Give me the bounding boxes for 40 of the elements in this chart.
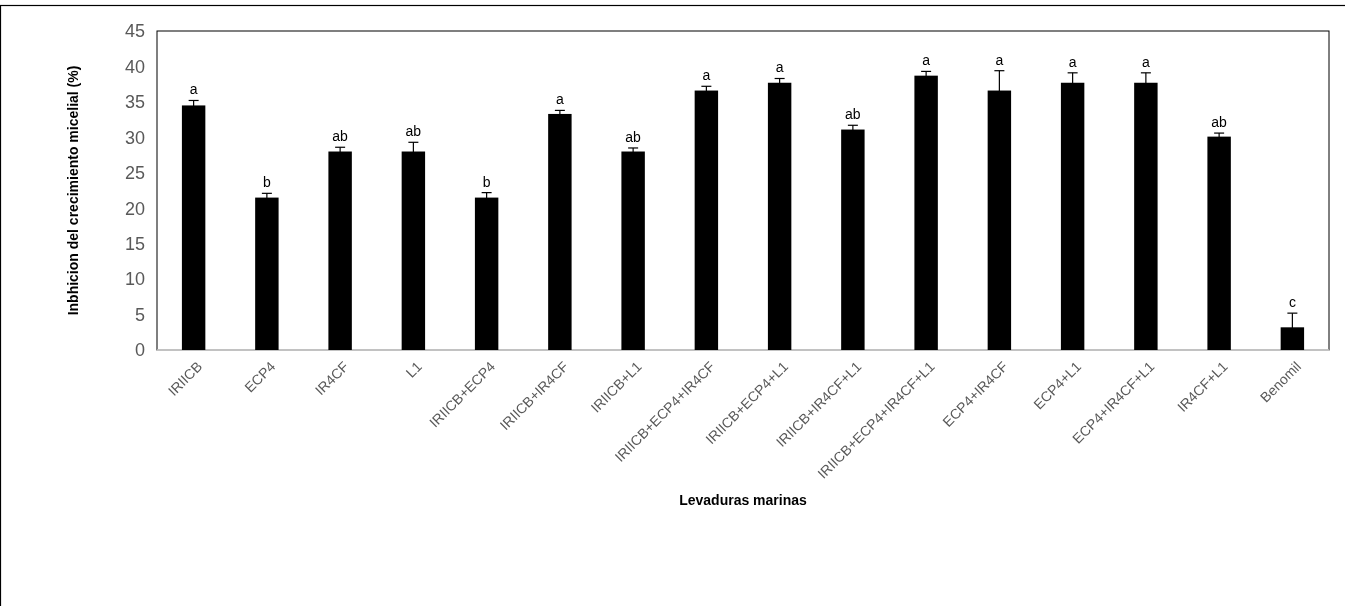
annotation: a <box>189 81 198 98</box>
bar <box>694 90 719 350</box>
annotation: a <box>775 59 784 76</box>
annotation: b <box>482 173 491 190</box>
bar <box>841 129 865 350</box>
annotation: a <box>702 67 711 84</box>
annotation: a <box>555 91 564 108</box>
annotation: b <box>262 174 271 191</box>
annotation: c <box>1288 294 1296 311</box>
y-tick-label: 40 <box>124 56 145 77</box>
annotation: ab <box>1211 114 1228 131</box>
y-tick-label: 30 <box>124 127 145 148</box>
y-tick-label: 5 <box>134 304 145 325</box>
bar <box>255 197 279 350</box>
annotation: ab <box>625 128 642 145</box>
bar <box>621 151 645 350</box>
annotation: a <box>922 52 931 69</box>
bar <box>767 82 792 350</box>
bar <box>328 151 352 350</box>
y-axis-title: Inbhicion del crecimiento micelial (%) <box>65 65 81 316</box>
y-tick-label: 20 <box>124 198 145 219</box>
bar <box>474 197 499 350</box>
bar <box>914 75 938 350</box>
annotation: ab <box>405 123 422 140</box>
bar <box>548 113 572 350</box>
annotation: ab <box>845 106 861 123</box>
y-tick-label: 25 <box>124 163 145 184</box>
bar <box>181 105 206 350</box>
annotation: a <box>1068 53 1077 70</box>
annotation: a <box>1141 53 1150 70</box>
annotation: a <box>995 51 1004 68</box>
y-tick-label: 35 <box>124 92 145 113</box>
y-tick-label: 10 <box>124 269 145 290</box>
annotation: ab <box>332 128 349 145</box>
y-tick-label: 15 <box>124 233 145 254</box>
x-axis-title: Levaduras marinas <box>679 492 808 508</box>
x-tick-label: L1 <box>402 358 426 381</box>
y-tick-label: 45 <box>124 21 145 42</box>
bar <box>1207 136 1231 350</box>
y-tick-label: 0 <box>134 340 145 361</box>
